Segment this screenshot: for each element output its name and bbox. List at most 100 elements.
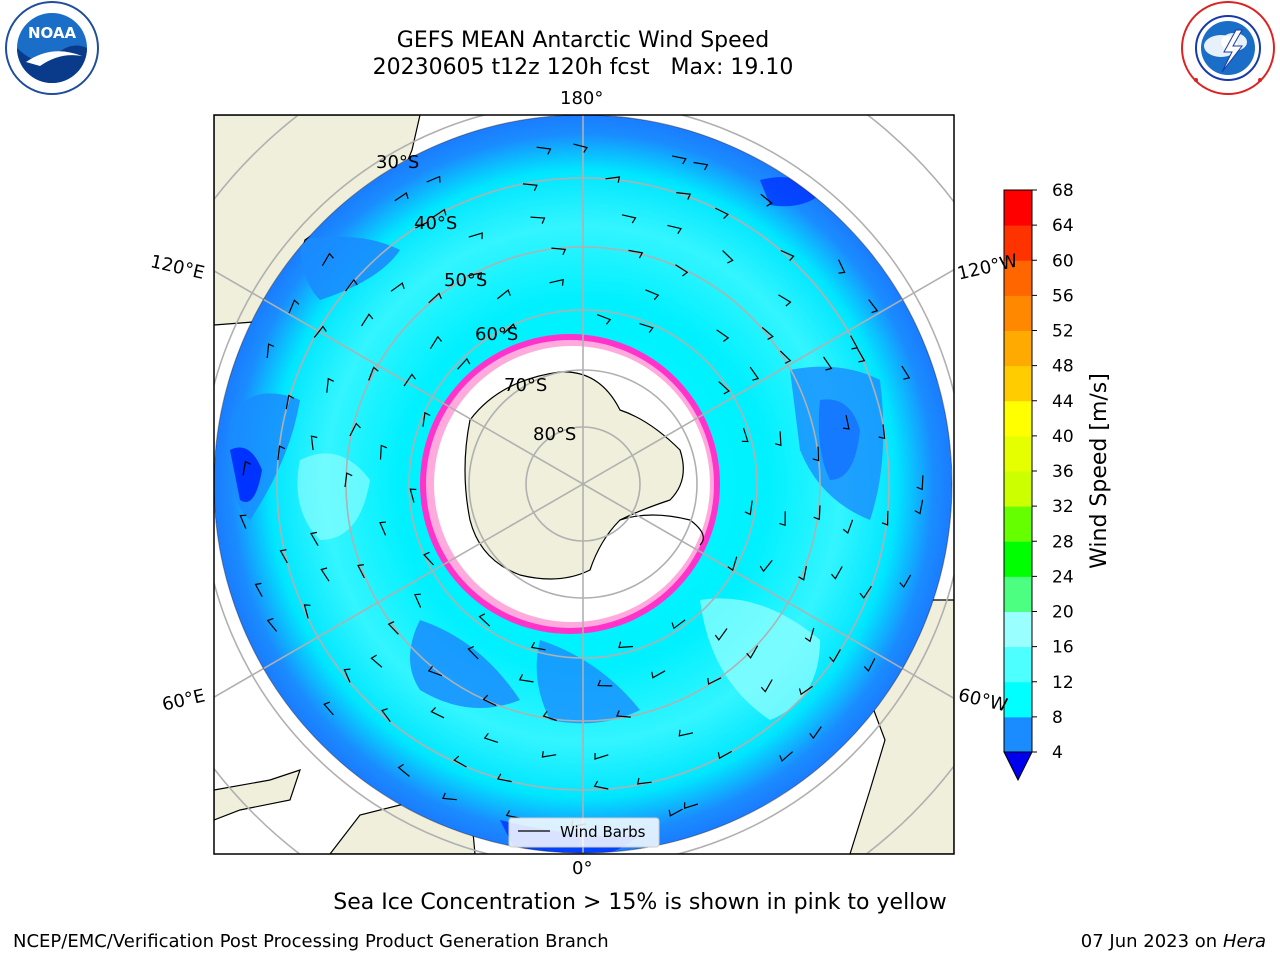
chart-subtitle: 20230605 t12z 120h fcst Max: 19.10 xyxy=(372,55,794,80)
wind-barb xyxy=(530,216,546,224)
wind-barb xyxy=(541,751,557,758)
colorbar-tick-label: 4 xyxy=(1052,743,1063,763)
wind-barb xyxy=(254,582,263,597)
wind-barb xyxy=(714,628,728,641)
wind-barb xyxy=(671,155,687,165)
colorbar-segment xyxy=(1004,225,1032,261)
wind-barb xyxy=(715,207,729,220)
wind-barb xyxy=(636,777,652,785)
colorbar-segment xyxy=(1004,611,1032,648)
graticule xyxy=(214,115,954,854)
colorbar-label: Wind Speed [m/s] xyxy=(1087,373,1112,569)
wind-barb xyxy=(675,264,689,277)
wind-barb xyxy=(727,556,738,572)
wind-barb xyxy=(360,313,374,327)
lat-label-50s: 50°S xyxy=(444,270,488,291)
wind-barbs-legend: Wind Barbs xyxy=(508,817,660,848)
wind-barb xyxy=(277,445,286,461)
wind-barb xyxy=(397,763,410,777)
wind-barb xyxy=(741,427,749,443)
wind-barb xyxy=(422,411,431,427)
wind-barb xyxy=(616,710,631,718)
lat-label-80s: 80°S xyxy=(533,424,577,445)
footer-branch: NCEP/EMC/Verification Post Processing Pr… xyxy=(13,931,609,952)
wind-barb xyxy=(718,381,731,395)
colorbar-segment xyxy=(1004,260,1032,296)
wind-barb xyxy=(850,335,859,350)
wind-barb xyxy=(239,514,247,529)
chart-title: GEFS MEAN Antarctic Wind Speed xyxy=(396,28,770,53)
wind-barb xyxy=(427,665,443,677)
wind-barb xyxy=(868,299,879,314)
lat-label-30s: 30°S xyxy=(376,152,420,173)
lat-label-70s: 70°S xyxy=(504,375,548,396)
wind-barb xyxy=(542,710,557,722)
colorbar-tick-label: 24 xyxy=(1052,567,1074,587)
wind-barb xyxy=(842,519,854,534)
wind-barb xyxy=(618,641,634,649)
wind-barb xyxy=(323,701,334,716)
wind-barb xyxy=(838,259,846,274)
colorbar-segment xyxy=(1004,190,1032,226)
legend-label: Wind Barbs xyxy=(560,823,646,841)
wind-barb xyxy=(749,366,760,381)
wind-barb xyxy=(430,706,445,719)
wind-barb xyxy=(321,252,334,267)
wind-barb xyxy=(468,232,483,240)
wind-barb xyxy=(829,649,841,663)
wind-barb xyxy=(310,435,318,451)
wind-barb xyxy=(804,627,815,643)
wind-barb xyxy=(746,645,759,659)
colorbar-tick-label: 32 xyxy=(1052,497,1074,517)
wind-barb xyxy=(594,752,609,760)
wind-barb xyxy=(597,679,613,687)
wind-barb xyxy=(878,424,886,440)
colorbar-tick-label: 16 xyxy=(1052,638,1074,658)
wind-barb xyxy=(716,329,730,342)
wind-barb xyxy=(859,585,872,599)
wind-barb xyxy=(780,249,795,262)
wind-barb xyxy=(881,510,889,526)
wind-barb xyxy=(496,289,511,300)
wind-barb xyxy=(760,193,773,207)
wind-barb xyxy=(693,161,709,171)
footer-date: 07 Jun 2023 on Hera xyxy=(1081,931,1266,952)
wind-barb xyxy=(830,566,843,580)
wind-barb xyxy=(368,366,379,381)
wind-barb xyxy=(326,377,334,393)
sea-ice-caption: Sea Ice Concentration > 15% is shown in … xyxy=(333,890,947,915)
colorbar-tick-label: 60 xyxy=(1052,251,1074,271)
wind-barb xyxy=(381,708,391,723)
wind-barb xyxy=(483,732,499,743)
wind-barb xyxy=(779,511,786,527)
wind-barb xyxy=(344,472,353,488)
wind-barb xyxy=(478,613,491,627)
colorbar-segment xyxy=(1004,541,1032,577)
colorbar-tick-label: 40 xyxy=(1052,427,1074,447)
colorbar-segment xyxy=(1004,646,1032,683)
wind-barb xyxy=(779,350,792,364)
wind-barb xyxy=(310,531,319,547)
wind-barb xyxy=(467,645,479,660)
wind-barb xyxy=(761,326,774,341)
wind-barb xyxy=(573,143,588,153)
noaa-logo: NOAA xyxy=(5,1,99,95)
colorbar-segment xyxy=(1004,295,1032,331)
colorbar-tick-label: 20 xyxy=(1052,603,1074,623)
wind-barb xyxy=(823,356,833,371)
wind-barb xyxy=(429,335,443,350)
wind-barb xyxy=(390,282,405,292)
wind-barb xyxy=(428,292,442,304)
wind-barb xyxy=(518,674,534,683)
wind-barb xyxy=(683,802,699,810)
wind-barb xyxy=(387,621,399,635)
colorbar-segment xyxy=(1004,365,1032,402)
colorbar-segment xyxy=(1004,506,1032,542)
colorbar-segment xyxy=(1004,716,1032,753)
lat-label-40s: 40°S xyxy=(414,213,458,234)
wind-barb xyxy=(285,394,295,410)
wind-barb xyxy=(303,604,311,619)
wind-barb xyxy=(639,323,654,334)
wind-barb xyxy=(899,574,912,589)
